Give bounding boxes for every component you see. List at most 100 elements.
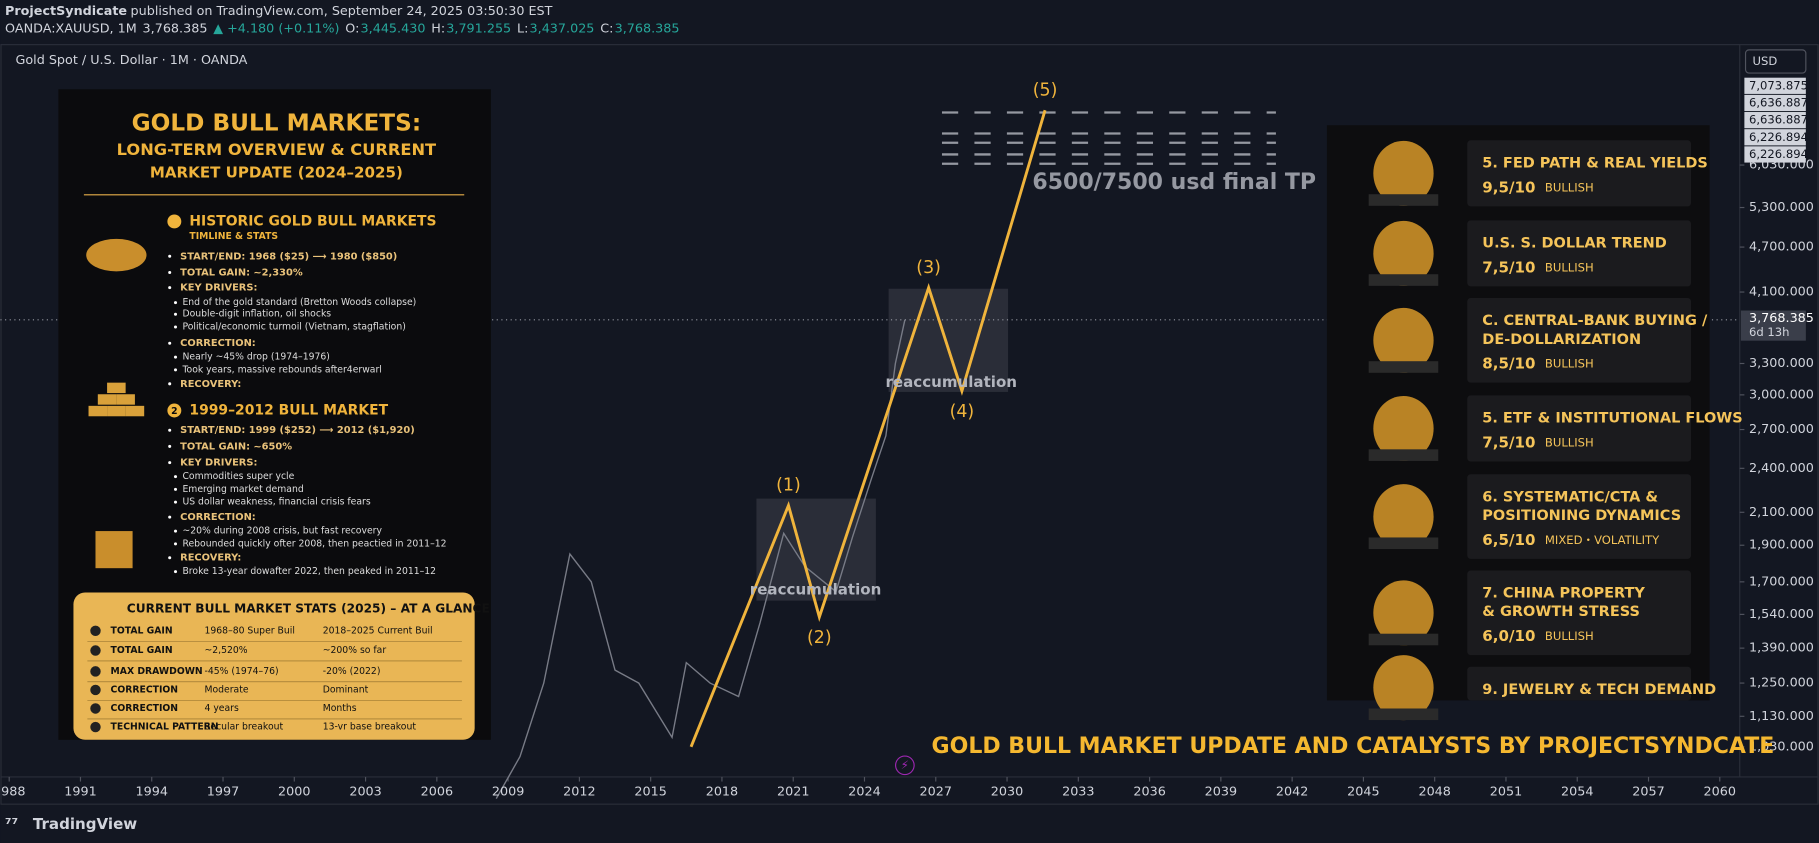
section-badge (167, 214, 182, 229)
section-line: Rebounded quickly ofter 2008, then peact… (182, 538, 446, 549)
currency-button[interactable] (1744, 49, 1807, 74)
bullet (173, 325, 178, 329)
stats-cell: ~200% so far (323, 645, 387, 656)
zone-label: reaccumulation (885, 373, 1017, 391)
catalyst-title: 5. ETF & INSTITUTIONAL FLOWS (1482, 411, 1742, 427)
bullet (168, 254, 172, 258)
y-tick-label: 1,390.000 (1749, 641, 1814, 656)
catalyst-title: U.S. S. DOLLAR TREND (1482, 236, 1667, 252)
stats-card (73, 592, 475, 740)
zone-box (756, 498, 876, 601)
icon-base (1368, 194, 1439, 206)
section-line: Nearly ~45% drop (1974–1976) (182, 352, 329, 363)
y-tick-label: 1,900.000 (1749, 538, 1814, 553)
alert-icon[interactable] (895, 755, 915, 776)
row-icon (90, 721, 101, 733)
x-tick-label: 2039 (1205, 784, 1237, 799)
y-tick-label: 5,300.000 (1749, 200, 1814, 215)
section-line: End of the gold standard (Bretton Woods … (182, 297, 416, 308)
catalyst-card (1467, 220, 1692, 287)
catalyst-score: 6,0/10 (1482, 627, 1535, 645)
section-line: KEY DRIVERS: (180, 458, 257, 469)
ohlc-key: O: (345, 21, 359, 36)
catalyst-card (1467, 298, 1692, 383)
alert-glyph: ⚡ (901, 758, 909, 772)
ohlc-value: 3,445.430 (361, 21, 426, 36)
section-subtitle: TIMLINE & STATS (189, 231, 278, 242)
x-tick-label: 2021 (777, 784, 809, 799)
y-tick-label: 1,700.000 (1749, 574, 1814, 589)
bullet (168, 270, 172, 275)
catalyst-icon (1373, 220, 1434, 286)
section-line: Broke 13-year dowafter 2022, then peaked… (182, 566, 436, 577)
x-tick-label: 2006 (421, 784, 453, 799)
bullet (168, 341, 172, 345)
x-tick-label: 2057 (1632, 784, 1664, 799)
icon-base (1368, 361, 1439, 373)
y-tick-label: 1,250.000 (1749, 676, 1814, 691)
bullet (173, 487, 178, 491)
bullet (173, 368, 178, 372)
catalyst-sentiment: MIXED・VOLATILITY (1545, 533, 1660, 547)
row-icon (90, 684, 101, 696)
ohlc-value: 3,791.255 (446, 21, 511, 36)
stats-cell: 4 years (204, 703, 239, 714)
countdown: 6d 13h (1749, 325, 1789, 339)
stats-cell: CORRECTION (111, 684, 178, 695)
catalyst-sentiment: BULLISH (1545, 260, 1594, 274)
x-tick-label: 2048 (1418, 784, 1450, 799)
bullet (168, 382, 172, 386)
currency: USD (1753, 54, 1778, 68)
section-number: 2 (171, 406, 177, 417)
bullet (168, 556, 172, 560)
section-line: TOTAL GAIN: ~650% (180, 441, 292, 452)
ohlc-value: 3,768.385 (615, 21, 680, 36)
catalyst-score: 6,5/10 (1482, 531, 1535, 549)
level-label-box (1744, 146, 1806, 163)
level-label-box (1744, 94, 1806, 112)
plot (0, 109, 1745, 799)
icon-bars (125, 405, 145, 417)
x-tick-label: 1994 (136, 784, 168, 799)
row-icon (90, 645, 101, 656)
banner: GOLD BULL MARKET UPDATE AND CATALYSTS BY… (932, 734, 1775, 759)
target-label: 6500/7500 usd final TP (1032, 170, 1316, 195)
symbol: OANDA:XAUUSD, 1M (5, 21, 137, 36)
icon-bars (107, 405, 126, 417)
row-icon (90, 703, 101, 714)
x-tick-label: 2030 (991, 784, 1023, 799)
zone-label: reaccumulation (750, 581, 882, 599)
bullet (173, 529, 178, 533)
y-tick-label: 3,000.000 (1749, 387, 1814, 402)
level-label: 6,226.894 (1749, 147, 1808, 161)
section-line: START/END: 1999 ($252) ⟶ 2012 ($1,920) (180, 425, 415, 436)
catalyst-score: 8,5/10 (1482, 355, 1535, 373)
x-tick-label: 2045 (1347, 784, 1379, 799)
bullet (173, 312, 178, 316)
section-line: START/END: 1968 ($25) ⟶ 1980 ($850) (180, 251, 397, 262)
stats-cell: Dominant (323, 684, 369, 695)
bullet (168, 444, 172, 448)
level-label-box (1744, 112, 1806, 129)
panel-title: MARKET UPDATE (2024–2025) (150, 163, 403, 181)
level-label: 7,073.875 (1749, 78, 1808, 92)
bullet (173, 355, 178, 359)
catalyst-icon (1373, 140, 1434, 206)
x-tick-label: 2018 (706, 784, 738, 799)
stats-title: CURRENT BULL MARKET STATS (2025) – AT A … (127, 601, 490, 615)
ohlc-key: H: (431, 21, 445, 36)
catalyst-title: POSITIONING DYNAMICS (1482, 508, 1681, 524)
last-price-label: 3,768.385 (1749, 311, 1814, 326)
y-tick-label: 1,030.000 (1749, 739, 1814, 754)
panel-title: LONG-TERM OVERVIEW & CURRENT (117, 140, 436, 159)
footer-brand: TradingView (33, 815, 137, 833)
catalyst-sentiment: BULLISH (1545, 357, 1594, 371)
level-label-box (1744, 129, 1806, 146)
section-title: HISTORIC GOLD BULL MARKETS (189, 213, 436, 229)
wave-label: (1) (776, 476, 801, 496)
section-line: KEY DRIVERS: (180, 283, 257, 294)
wave-label: (4) (950, 402, 975, 422)
wave-label: (3) (916, 258, 941, 278)
catalyst-icon (1373, 395, 1434, 461)
